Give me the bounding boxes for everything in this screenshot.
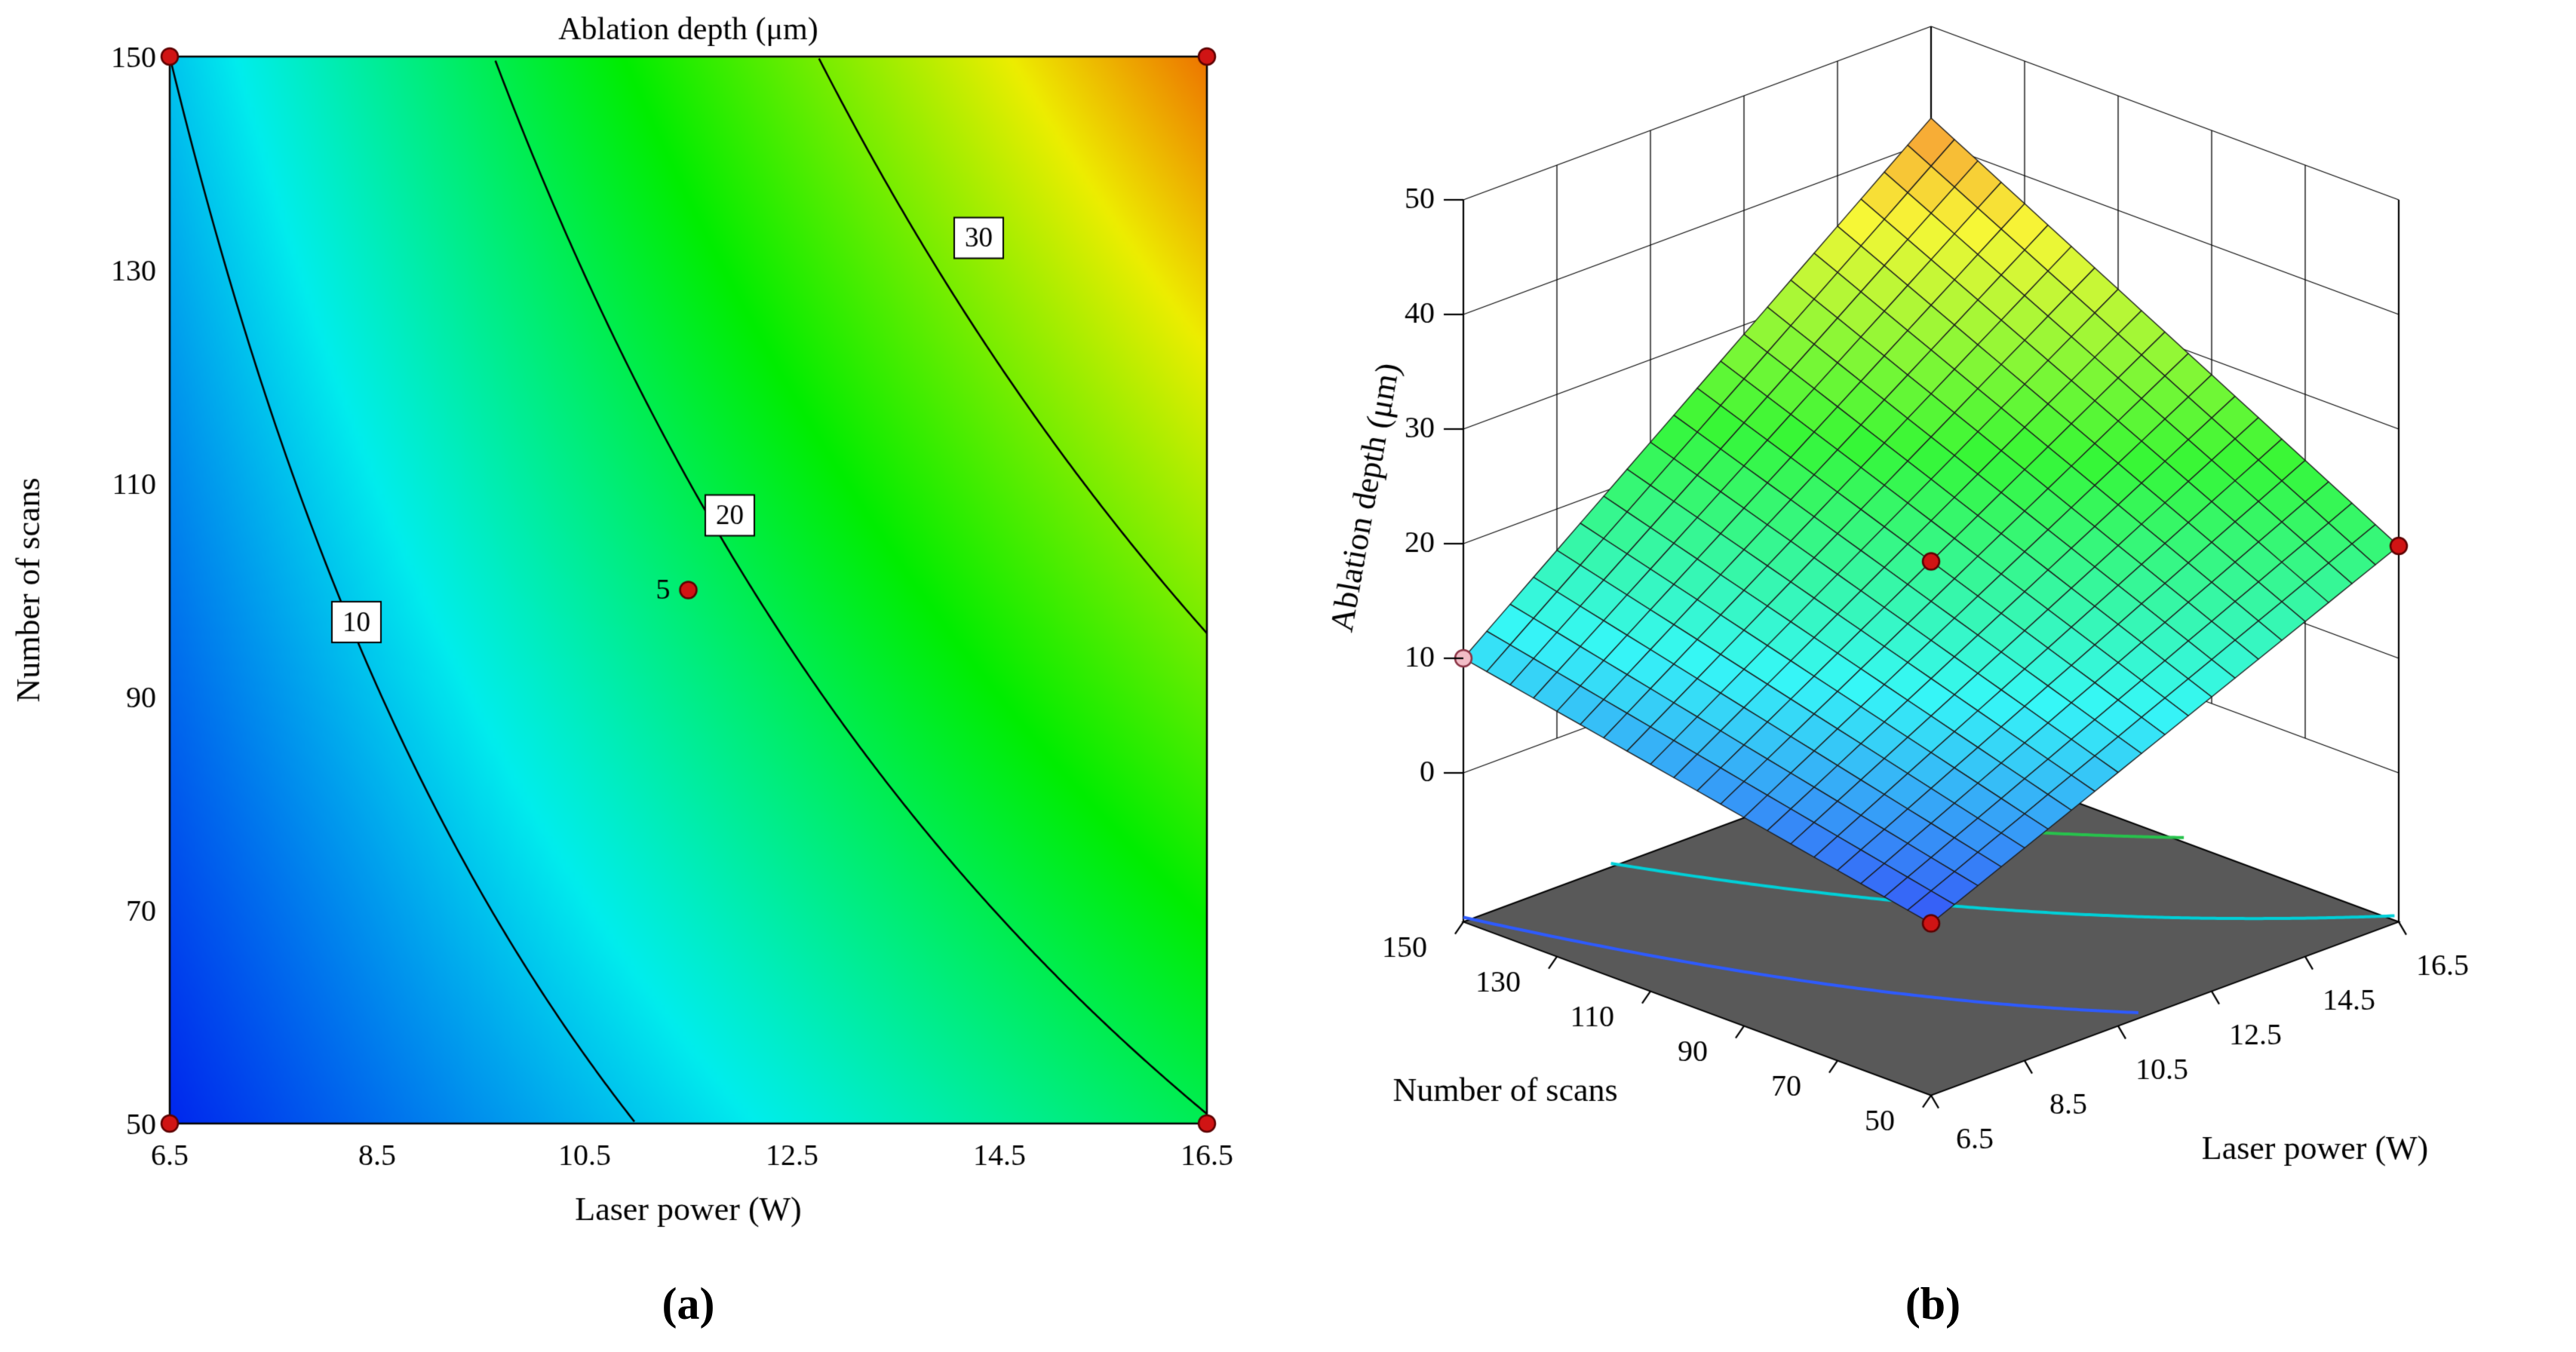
caption-a: (a) [662,1279,715,1329]
surface-plot-canvas [1290,0,2576,1282]
contour-plot-canvas [0,0,1290,1282]
caption-b: (b) [1905,1279,1961,1329]
